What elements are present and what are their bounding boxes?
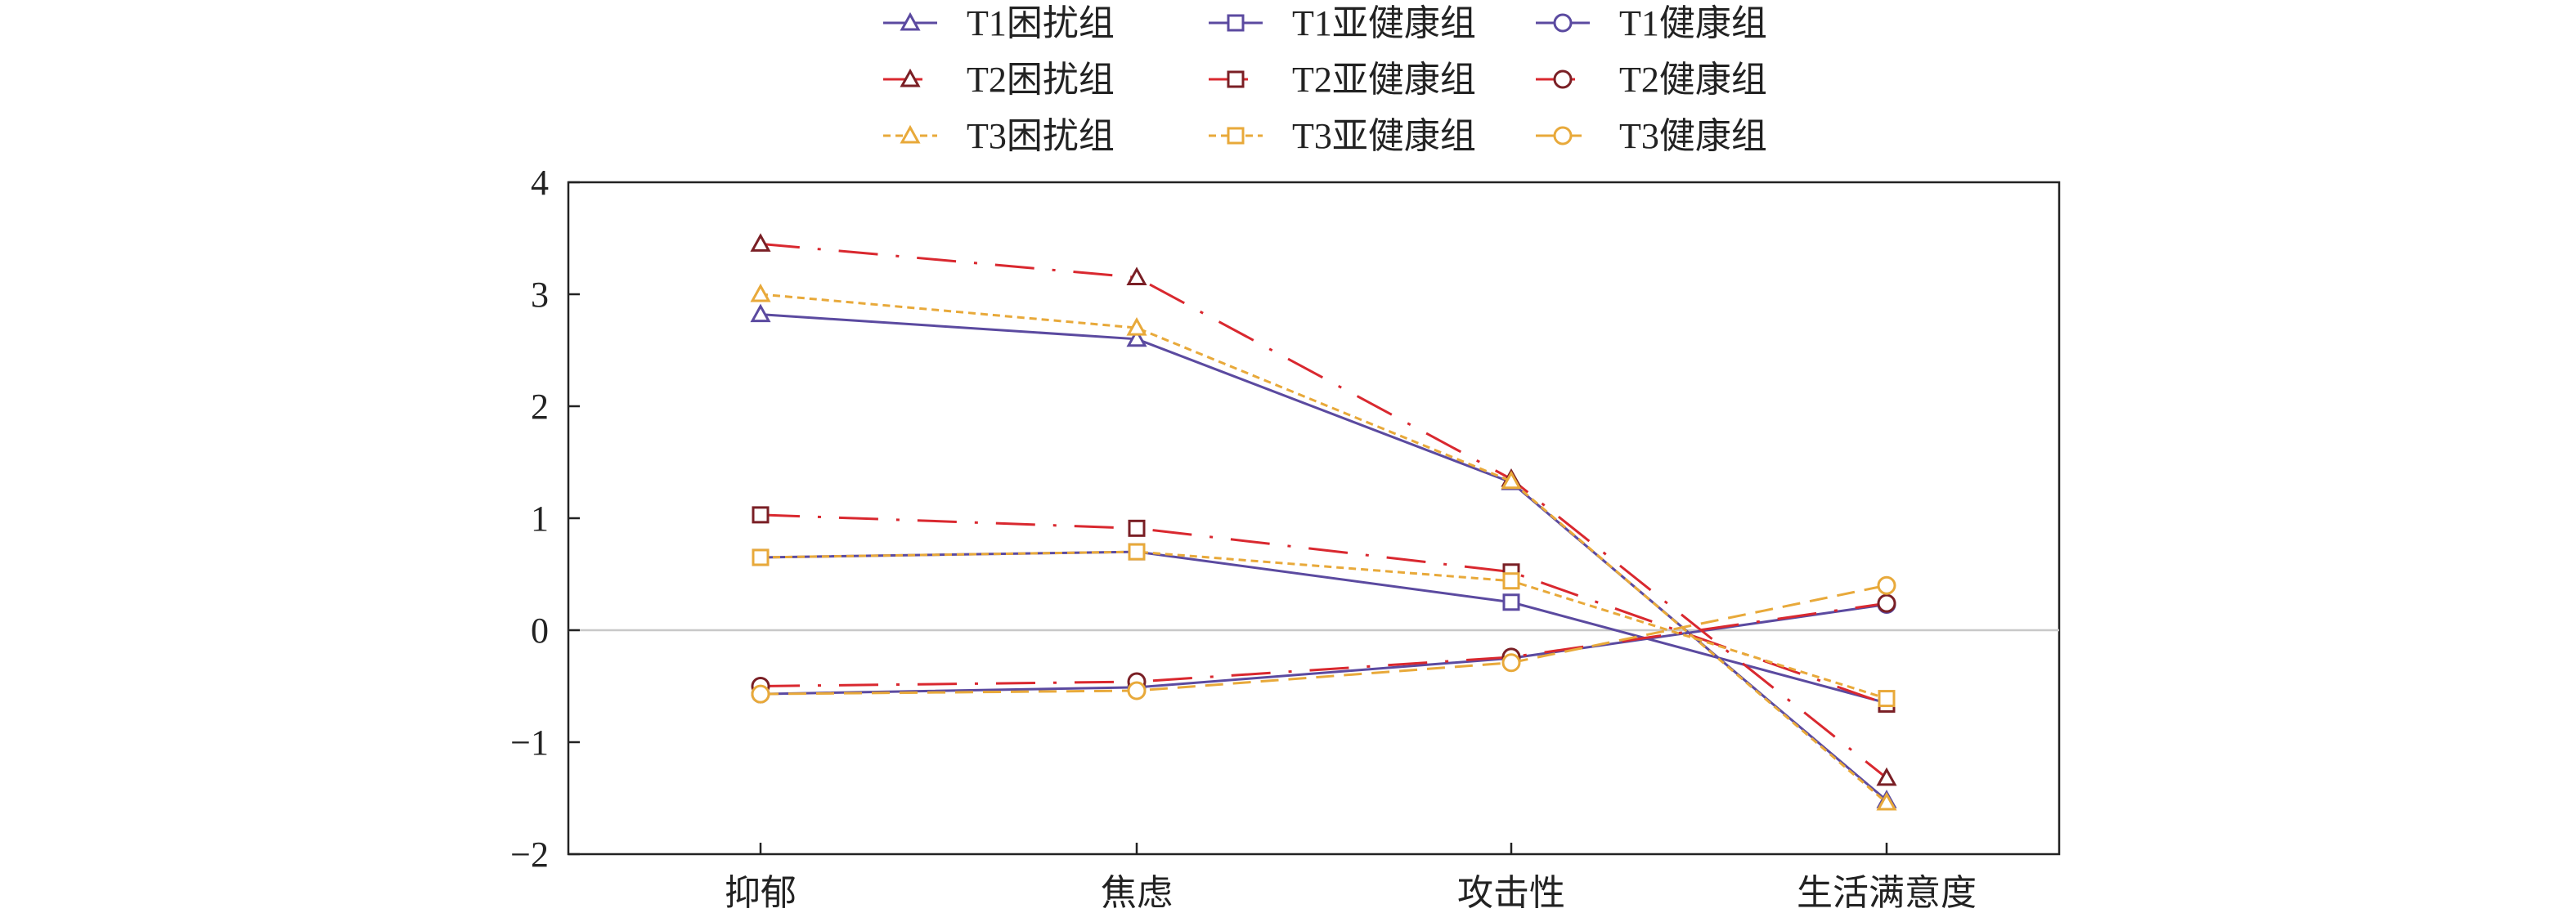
plot-frame: [567, 181, 2061, 856]
legend-marker: [900, 124, 921, 144]
legend-label: T1困扰组: [967, 3, 1115, 43]
data-point: [1127, 681, 1147, 700]
legend: T1困扰组 T1亚健康组 T1健康组 T2困扰组 T2亚健康组 T2健康组 T3困扰组 T3亚…: [883, 3, 1767, 156]
legend-label: T2健康组: [1619, 60, 1767, 100]
y-tick-label: 1: [531, 499, 549, 539]
data-point: [1502, 593, 1520, 611]
data-point: [750, 233, 771, 252]
x-tick-label: 攻击性: [1457, 873, 1565, 913]
y-tick-label: −1: [510, 723, 549, 763]
series-line: [760, 602, 1887, 687]
series-line: [760, 550, 1887, 700]
plot-area: 4 3 2 1 0 −1 −2 抑郁 焦虑 攻击性 生活满意度: [510, 163, 2061, 913]
legend-label: T2困扰组: [967, 60, 1115, 100]
data-point: [1126, 266, 1147, 285]
legend-label: T1亚健康组: [1292, 3, 1476, 43]
y-tick-label: 0: [531, 611, 549, 651]
x-tick-label: 焦虑: [1101, 873, 1173, 913]
legend-marker: [1227, 14, 1245, 32]
legend-marker: [1227, 70, 1245, 88]
legend-marker: [900, 11, 921, 31]
legend-marker: [1553, 13, 1573, 33]
legend-marker: [1553, 69, 1573, 89]
series-line: [760, 293, 1887, 804]
series-line: [760, 603, 1887, 696]
x-tick-label: 生活满意度: [1797, 873, 1977, 913]
legend-marker: [1553, 126, 1573, 145]
data-point: [1502, 572, 1520, 590]
data-point: [1501, 653, 1521, 673]
y-tick-label: 4: [531, 163, 549, 203]
series-line: [760, 242, 1887, 780]
data-point: [752, 506, 770, 524]
data-point: [1878, 690, 1896, 708]
data-point: [1877, 593, 1896, 613]
data-point: [1126, 328, 1147, 347]
legend-marker: [900, 68, 921, 87]
legend-label: T2亚健康组: [1292, 60, 1476, 100]
series-line: [760, 584, 1887, 696]
data-point: [1128, 519, 1146, 537]
legend-marker: [1227, 127, 1245, 145]
x-tick-label: 抑郁: [725, 873, 797, 913]
data-point: [1877, 575, 1896, 595]
legend-label: T1健康组: [1619, 3, 1767, 43]
legend-label: T3困扰组: [967, 116, 1115, 156]
legend-label: T3亚健康组: [1292, 116, 1476, 156]
data-point: [1126, 317, 1147, 336]
data-point: [750, 303, 771, 323]
data-point: [750, 283, 771, 302]
series-line: [760, 513, 1887, 705]
data-point: [1876, 791, 1897, 811]
data-point: [752, 548, 770, 566]
data-point: [1876, 767, 1897, 786]
data-point: [1128, 543, 1146, 561]
y-tick-label: 2: [531, 387, 549, 427]
y-tick-label: 3: [531, 275, 549, 315]
series-line: [760, 313, 1887, 802]
data-point: [751, 684, 770, 704]
data-point: [1501, 470, 1522, 490]
legend-label: T3健康组: [1619, 116, 1767, 156]
y-tick-label: −2: [510, 835, 549, 875]
